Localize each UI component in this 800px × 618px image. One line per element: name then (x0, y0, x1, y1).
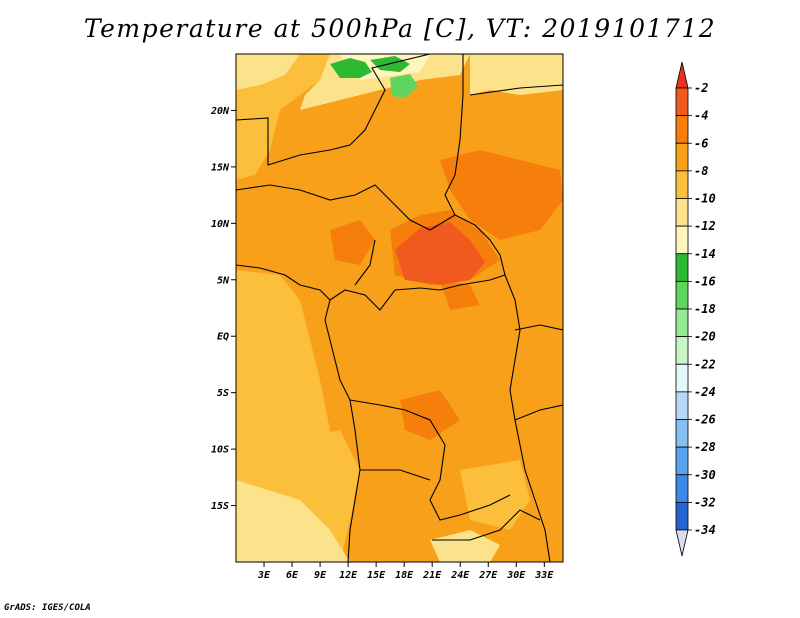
border-north (236, 54, 431, 166)
border-angola (349, 399, 511, 521)
field-minus10-sw (236, 480, 350, 562)
colorbar-box (675, 363, 689, 393)
border-sahel (236, 184, 456, 231)
lon-tick-label: 3E (257, 570, 271, 581)
colorbar-label: -26 (694, 413, 716, 427)
colorbar-box (675, 198, 689, 227)
colorbar-box (675, 474, 689, 503)
colorbar-box (675, 115, 689, 144)
borders (236, 54, 563, 562)
field-minus4-s (400, 390, 460, 440)
latitude-axis: 20N 15N 10N 5N EQ 5S 10S 15S (210, 106, 236, 512)
field-minus8-north (236, 54, 330, 180)
field-minus10-nw (236, 54, 300, 90)
lat-tick-label: 15N (211, 162, 230, 173)
colorbar-bottom-arrow (675, 529, 689, 557)
colorbar-label: -18 (694, 302, 716, 316)
lon-tick-label: 27E (478, 570, 498, 581)
lat-tick-label: 10N (211, 219, 230, 230)
lon-tick-label: 9E (314, 570, 327, 581)
lon-tick-label: 6E (286, 570, 299, 581)
colorbar-box (675, 391, 689, 420)
field-minus10-ne (470, 54, 563, 95)
field-minus14-a (330, 58, 372, 78)
colorbar-label: -34 (694, 523, 716, 537)
lat-tick-label: 5N (217, 275, 230, 286)
border-tanzania (514, 404, 563, 421)
colorbar-label: -28 (694, 440, 716, 454)
colorbar-label: -12 (694, 219, 716, 233)
field-minus8-se (460, 460, 530, 530)
border-east (444, 54, 551, 562)
map-frame (235, 53, 564, 563)
colorbar-label: -20 (694, 330, 716, 344)
colorbar-label: -14 (694, 247, 716, 261)
border-cameroon (354, 239, 376, 286)
colorbar-label: -4 (694, 109, 708, 123)
lat-tick-label: 5S (217, 388, 229, 399)
colorbar-label: -32 (694, 495, 716, 509)
colorbar-box (675, 142, 689, 172)
colorbar-label: -24 (694, 385, 716, 399)
map-title: Temperature at 500hPa [C], VT: 201910171… (83, 14, 717, 43)
colorbar-label: -2 (694, 81, 708, 95)
lat-tick-label: EQ (217, 332, 229, 343)
colorbar-box (675, 308, 689, 338)
lon-tick-label: 24E (450, 570, 470, 581)
colorbar-label: -10 (694, 192, 716, 206)
colorbar-box (675, 225, 689, 255)
field-minus4-w (330, 220, 375, 265)
field-minus16 (390, 74, 418, 98)
colorbar-box (675, 419, 689, 448)
border-ne (469, 84, 563, 96)
colorbar-top-arrow (675, 61, 689, 89)
colorbar-box (675, 253, 689, 282)
field-minus8-patch (300, 430, 360, 520)
border-eastafrica (514, 324, 563, 331)
lat-tick-label: 20N (210, 106, 230, 117)
longitude-axis: 3E 6E 9E 12E 15E 18E 21E 24E 27E 30E 33E (257, 562, 554, 581)
colorbar-label: -30 (694, 468, 716, 482)
border-central (329, 274, 506, 311)
lat-tick-label: 10S (211, 445, 229, 456)
field-minus4-ne (440, 150, 563, 240)
lat-tick-label: 15S (211, 501, 229, 512)
coastline-west (236, 264, 361, 562)
colorbar-box (675, 446, 689, 476)
colorbar-box (675, 501, 689, 531)
colorbar-label: -22 (694, 357, 716, 371)
temperature-field (236, 54, 563, 562)
lon-tick-label: 30E (506, 570, 526, 581)
lon-tick-label: 21E (422, 570, 442, 581)
colorbar-box (675, 170, 689, 199)
colorbar: -2 -4 -6 -8 -10 -12 -14 -16 -18 -20 -22 -24 -26 -28 -3… (675, 61, 716, 557)
lon-tick-label: 33E (534, 570, 554, 581)
field-minus10-s (430, 530, 500, 562)
lon-tick-label: 15E (367, 570, 386, 581)
colorbar-label: -8 (694, 164, 708, 178)
field-minus2 (395, 222, 485, 285)
colorbar-box (675, 280, 689, 310)
lon-tick-label: 18E (395, 570, 414, 581)
colorbar-label: -6 (694, 136, 708, 150)
lon-tick-label: 12E (339, 570, 358, 581)
grads-credit: GrADS: IGES/COLA (4, 603, 91, 613)
border-namibia (360, 469, 431, 481)
border-south (432, 509, 541, 541)
colorbar-box (675, 336, 689, 365)
colorbar-box (675, 87, 689, 117)
colorbar-label: -16 (694, 274, 716, 288)
